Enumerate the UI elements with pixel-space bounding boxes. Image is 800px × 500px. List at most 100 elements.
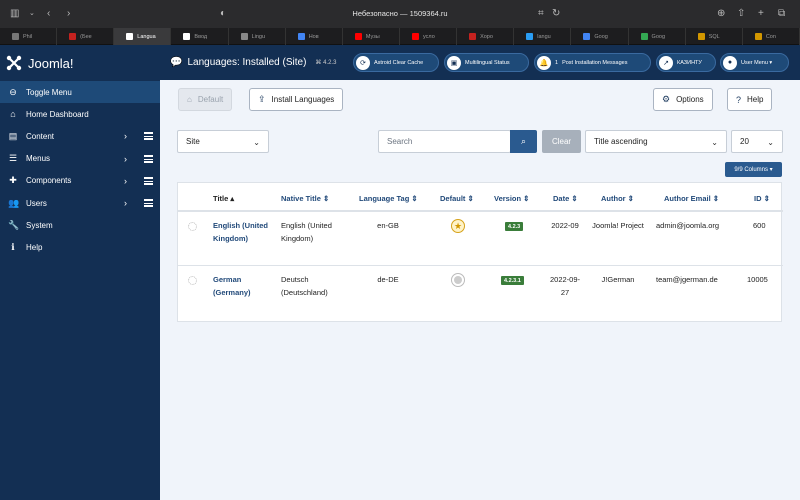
dashboard-icon[interactable] — [144, 176, 153, 185]
default-button[interactable]: ⌂ Default — [178, 88, 233, 111]
header-button-refresh[interactable]: ⟳ Astroid Clear Cache — [353, 53, 439, 72]
sidebar-item-home-dashboard[interactable]: ⌂ Home Dashboard — [0, 103, 160, 125]
shield-icon[interactable]: ◐ — [220, 8, 227, 19]
browser-tab[interactable]: усло — [400, 28, 458, 45]
sidebar-item-label: Components — [26, 176, 72, 186]
browser-tab[interactable]: langu — [514, 28, 572, 45]
dashboard-icon[interactable] — [144, 132, 153, 141]
browser-tab[interactable]: Нов — [286, 28, 343, 45]
row-checkbox[interactable] — [188, 276, 197, 285]
chevron-right-icon[interactable]: › — [124, 175, 127, 186]
sort-select[interactable]: Title ascending ⌄ — [585, 130, 727, 153]
version-badge: 4.2.3.1 — [501, 276, 524, 285]
header-button-user[interactable]: ● User Menu ▾ — [720, 53, 789, 72]
dashboard-icon[interactable] — [144, 199, 153, 208]
sidebar-item-components[interactable]: ✚ Components › — [0, 170, 160, 192]
download-icon[interactable]: ⊕ — [717, 8, 726, 19]
browser-tab[interactable]: Phil — [0, 28, 58, 45]
columns-button[interactable]: 9/9 Columns ▾ — [725, 162, 782, 177]
search-placeholder: Search — [387, 137, 413, 146]
header-language-tag[interactable]: Language Tag ⇕ — [359, 194, 418, 203]
browser-tab[interactable]: Goog — [571, 28, 629, 45]
browser-tab[interactable]: SQL — [686, 28, 743, 45]
chevron-right-icon[interactable]: › — [124, 131, 127, 142]
install-languages-button[interactable]: ⇪ Install Languages — [249, 88, 344, 111]
row-author-email: team@jgerman.de — [656, 275, 718, 284]
browser-tab[interactable]: Хоро — [457, 28, 515, 45]
sort-select-value: Title ascending — [594, 137, 648, 146]
refresh-icon: ⟳ — [356, 55, 370, 70]
bell-icon: 🔔 — [537, 55, 551, 70]
notification-count: 1 — [555, 59, 559, 66]
browser-tab[interactable]: Langua — [114, 28, 172, 45]
header-id[interactable]: ID ⇕ — [754, 194, 770, 203]
header-version[interactable]: Version ⇕ — [494, 194, 530, 203]
sidebar-toggle-icon[interactable]: ▥ — [10, 8, 20, 19]
header-button-external-link[interactable]: ↗ КАЗИНТУ — [656, 53, 716, 72]
status-icon: ▣ — [447, 55, 461, 70]
version-badge: 4.2.3 — [505, 222, 524, 231]
options-button[interactable]: ⚙ Options — [653, 88, 713, 111]
browser-tab[interactable]: Goog — [629, 28, 686, 45]
share-icon[interactable]: ⇧ — [737, 8, 746, 19]
chevron-down-icon: ⌄ — [767, 138, 774, 147]
search-button[interactable]: ⌕ — [510, 130, 537, 153]
row-date: 2022-09 — [551, 221, 579, 230]
header-native-title[interactable]: Native Title ⇕ — [281, 194, 330, 203]
sidebar-item-help[interactable]: ℹ Help — [0, 237, 160, 259]
header-default[interactable]: Default ⇕ — [440, 194, 474, 203]
browser-tab[interactable]: Lingu — [229, 28, 286, 45]
browser-tab[interactable]: Con — [743, 28, 800, 45]
main-content: ⌂ Default ⇪ Install Languages ⚙ Options … — [160, 80, 800, 500]
default-star-icon[interactable]: ★ — [451, 219, 465, 233]
sidebar-item-label: Help — [26, 243, 43, 253]
chevron-right-icon[interactable]: › — [124, 198, 127, 209]
client-select[interactable]: Site ⌄ — [177, 130, 269, 153]
forward-icon[interactable]: › — [67, 8, 71, 19]
row-divider — [178, 265, 783, 266]
header-button-status[interactable]: ▣ Multilingual Status — [444, 53, 529, 72]
browser-tab[interactable]: Музы — [343, 28, 400, 45]
clear-button[interactable]: Clear — [542, 130, 581, 153]
sidebar-item-users[interactable]: 👥 Users › — [0, 192, 160, 214]
header-date[interactable]: Date ⇕ — [553, 194, 578, 203]
header-button-bell[interactable]: 🔔 1 Post Installation Messages — [534, 53, 651, 72]
page-title: 💬 Languages: Installed (Site) ⌘ 4.2.3 — [170, 57, 336, 68]
help-label: Help — [747, 95, 764, 104]
row-title-link[interactable]: English (United Kingdom) — [213, 221, 268, 243]
header-author[interactable]: Author ⇕ — [601, 194, 634, 203]
row-title-link[interactable]: German (Germany) — [213, 275, 251, 297]
tab-favicon-icon — [126, 33, 134, 40]
limit-select[interactable]: 20 ⌄ — [731, 130, 783, 153]
browser-tab[interactable]: Ввод — [171, 28, 229, 45]
tab-label: Нов — [308, 33, 319, 40]
joomla-logo[interactable]: Joomla! — [6, 55, 74, 71]
sidebar-item-label: Content — [26, 131, 55, 141]
address-bar[interactable]: Небезопасно — 1509364.ru — [352, 9, 448, 18]
sidebar-item-content[interactable]: ▤ Content › — [0, 125, 160, 147]
dashboard-icon[interactable] — [144, 154, 153, 163]
sidebar-item-menus[interactable]: ☰ Menus › — [0, 148, 160, 170]
header-title[interactable]: Title ▴ — [213, 194, 235, 203]
header-author-email[interactable]: Author Email ⇕ — [664, 194, 720, 203]
chevron-down-icon[interactable]: ⌄ — [29, 10, 35, 17]
toggle-circle-icon: ⊖ — [9, 86, 17, 97]
tab-favicon-icon — [697, 33, 705, 40]
reload-icon[interactable]: ↻ — [552, 8, 561, 19]
browser-tab[interactable]: (Бее — [57, 28, 115, 45]
chevron-right-icon[interactable]: › — [124, 153, 127, 164]
row-checkbox[interactable] — [188, 222, 197, 231]
search-input[interactable]: Search — [378, 130, 511, 153]
tab-label: Phil — [23, 33, 33, 40]
toggle-menu-button[interactable]: ⊖ Toggle Menu — [0, 81, 160, 103]
tab-overview-icon[interactable]: ⧉ — [778, 8, 786, 19]
client-select-value: Site — [186, 137, 200, 146]
user-icon: ● — [723, 55, 737, 70]
new-tab-icon[interactable]: + — [758, 8, 764, 19]
row-native-title: Deutsch (Deutschland) — [281, 275, 328, 297]
back-icon[interactable]: ‹ — [47, 8, 51, 19]
translate-icon[interactable]: ⌗ — [538, 8, 544, 19]
help-button[interactable]: ? Help — [727, 88, 773, 111]
not-default-icon[interactable] — [451, 273, 465, 287]
sidebar-item-system[interactable]: 🔧 System — [0, 215, 160, 237]
